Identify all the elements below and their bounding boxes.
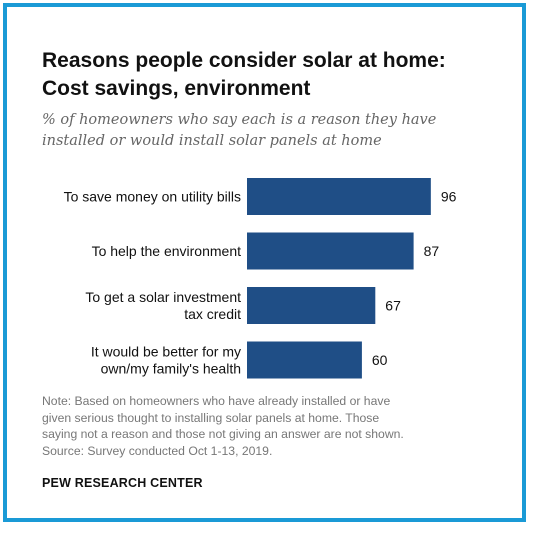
chart-title: Reasons people consider solar at home: C… bbox=[42, 47, 492, 103]
brand-logo-text: PEW RESEARCH CENTER bbox=[42, 476, 203, 490]
category-label-1-line-1: To save money on utility bills bbox=[64, 189, 241, 205]
bar-4 bbox=[247, 341, 362, 379]
chart-subtitle: % of homeowners who say each is a reason… bbox=[42, 110, 482, 152]
category-label-3-line-1: To get a solar investment bbox=[85, 289, 241, 305]
chart-subtitle-line-2: installed or would install solar panels … bbox=[42, 133, 382, 149]
category-label-2-line-1: To help the environment bbox=[92, 243, 242, 259]
source-line: Source: Survey conducted Oct 1-13, 2019. bbox=[42, 443, 273, 458]
chart-subtitle-line-1: % of homeowners who say each is a reason… bbox=[42, 112, 437, 128]
value-label-3: 67 bbox=[385, 298, 401, 314]
bar-chart: 96 To save money on utility bills 87 To hel… bbox=[64, 178, 457, 379]
note-line-3: saying not a reason and those not giving… bbox=[42, 427, 404, 441]
value-label-4: 60 bbox=[372, 352, 388, 368]
value-label-1: 96 bbox=[441, 189, 457, 205]
bar-2 bbox=[247, 232, 414, 270]
bar-3 bbox=[247, 287, 376, 324]
chart-title-line-1: Reasons people consider solar at home: bbox=[42, 49, 446, 72]
bar-1 bbox=[247, 178, 431, 215]
chart-title-line-2: Cost savings, environment bbox=[42, 77, 311, 100]
chart-note: Note: Based on homeowners who have alrea… bbox=[42, 393, 472, 459]
note-line-2: given serious thought to installing sola… bbox=[42, 410, 380, 425]
category-label-3-line-2: tax credit bbox=[184, 306, 241, 322]
value-label-2: 87 bbox=[424, 243, 440, 259]
category-label-4-line-2: own/my family's health bbox=[101, 361, 241, 377]
category-label-4-line-1: It would be better for my bbox=[91, 344, 241, 360]
note-line-1: Note: Based on homeowners who have alrea… bbox=[42, 394, 391, 408]
